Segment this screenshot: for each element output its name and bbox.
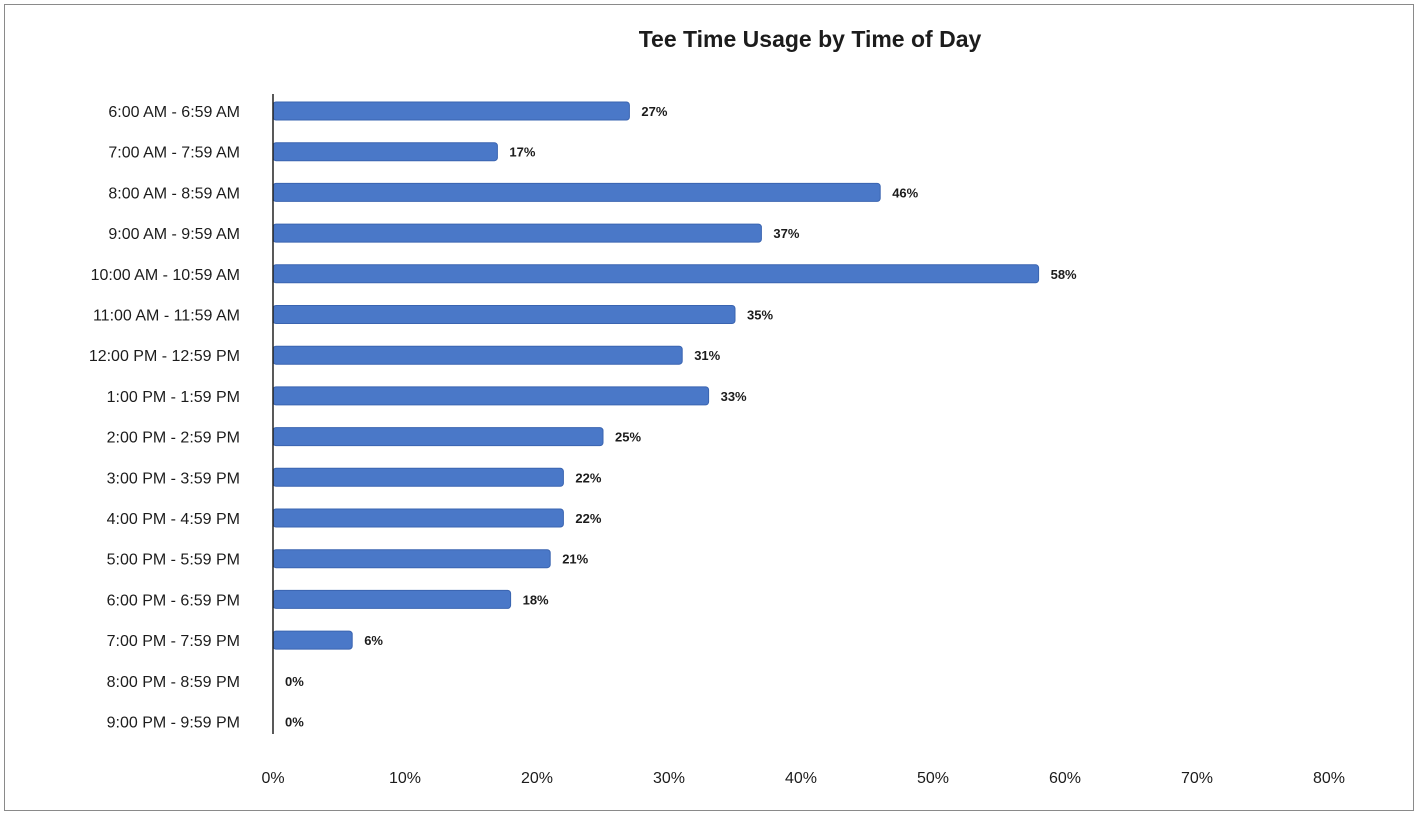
x-tick-label: 0%: [261, 770, 284, 787]
data-label: 17%: [509, 145, 535, 160]
data-label: 27%: [641, 104, 667, 119]
data-label: 25%: [615, 430, 641, 445]
x-tick-label: 40%: [785, 770, 817, 787]
bar: [272, 467, 564, 487]
bar: [272, 264, 1040, 284]
category-label: 7:00 PM - 7:59 PM: [107, 633, 240, 650]
x-tick-label: 60%: [1049, 770, 1081, 787]
category-label: 1:00 PM - 1:59 PM: [107, 389, 240, 406]
category-label: 5:00 PM - 5:59 PM: [107, 552, 240, 569]
x-tick-label: 10%: [389, 770, 421, 787]
data-label: 46%: [892, 185, 918, 200]
category-label: 7:00 AM - 7:59 AM: [108, 145, 240, 162]
chart-title: Tee Time Usage by Time of Day: [638, 26, 982, 52]
category-label: 9:00 AM - 9:59 AM: [108, 226, 240, 243]
category-label: 12:00 PM - 12:59 PM: [89, 348, 240, 365]
bar: [272, 345, 683, 365]
category-label: 8:00 PM - 8:59 PM: [107, 674, 240, 691]
bar: [272, 182, 881, 202]
x-tick-label: 70%: [1181, 770, 1213, 787]
category-label: 8:00 AM - 8:59 AM: [108, 185, 240, 202]
category-label: 9:00 PM - 9:59 PM: [107, 715, 240, 732]
data-label: 31%: [694, 348, 720, 363]
category-label: 3:00 PM - 3:59 PM: [107, 470, 240, 487]
x-tick-label: 50%: [917, 770, 949, 787]
data-label: 21%: [562, 552, 588, 567]
category-label: 2:00 PM - 2:59 PM: [107, 430, 240, 447]
bar: [272, 305, 736, 324]
bar: [272, 223, 762, 243]
data-label: 35%: [747, 308, 773, 323]
category-label: 11:00 AM - 11:59 AM: [93, 308, 240, 325]
category-label: 6:00 PM - 6:59 PM: [107, 592, 240, 609]
bar: [272, 427, 604, 447]
data-label: 18%: [523, 592, 549, 607]
x-tick-label: 30%: [653, 770, 685, 787]
bar: [272, 386, 710, 406]
x-tick-label: 80%: [1313, 770, 1345, 787]
data-label: 6%: [364, 633, 383, 648]
data-label: 22%: [575, 470, 601, 485]
category-label: 4:00 PM - 4:59 PM: [107, 511, 240, 528]
data-label: 0%: [285, 715, 304, 730]
bar: [272, 101, 630, 121]
bar: [272, 508, 564, 528]
bar: [272, 630, 353, 650]
bar: [272, 589, 512, 609]
data-label: 58%: [1051, 267, 1077, 282]
bar: [272, 142, 498, 162]
category-label: 10:00 AM - 10:59 AM: [91, 267, 240, 284]
x-tick-label: 20%: [521, 770, 553, 787]
data-label: 22%: [575, 511, 601, 526]
bar: [272, 549, 551, 569]
data-label: 37%: [773, 226, 799, 241]
chart-frame: [4, 4, 1414, 811]
data-label: 33%: [721, 389, 747, 404]
data-label: 0%: [285, 674, 304, 689]
category-label: 6:00 AM - 6:59 AM: [108, 104, 240, 121]
